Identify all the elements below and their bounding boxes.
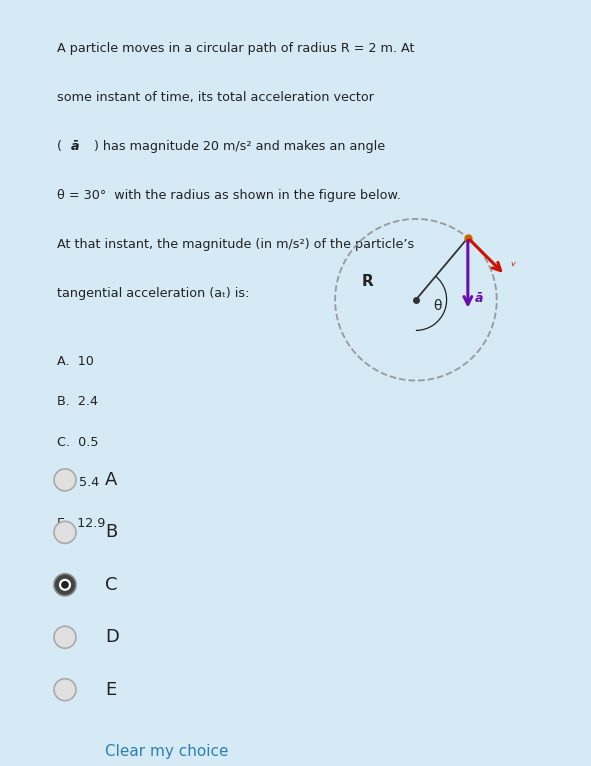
Text: C.  0.5: C. 0.5	[57, 436, 98, 449]
Circle shape	[54, 627, 76, 648]
Text: θ: θ	[434, 300, 442, 313]
Text: C: C	[105, 576, 118, 594]
Text: Clear my choice: Clear my choice	[105, 745, 229, 759]
Text: ᵥ: ᵥ	[511, 257, 516, 270]
Text: tangential acceleration (aₜ) is:: tangential acceleration (aₜ) is:	[57, 286, 249, 300]
Text: B.  2.4: B. 2.4	[57, 395, 98, 408]
Text: ā: ā	[475, 292, 483, 305]
Circle shape	[61, 581, 69, 588]
Circle shape	[54, 574, 76, 596]
Text: D.  5.4: D. 5.4	[57, 476, 99, 489]
Text: B: B	[105, 523, 117, 542]
Circle shape	[54, 469, 76, 491]
Circle shape	[54, 679, 76, 701]
Circle shape	[54, 522, 76, 543]
Text: R: R	[362, 274, 374, 290]
Text: At that instant, the magnitude (in m/s²) of the particle’s: At that instant, the magnitude (in m/s²)…	[57, 237, 414, 250]
Text: (: (	[57, 140, 66, 153]
Text: some instant of time, its total acceleration vector: some instant of time, its total accelera…	[57, 91, 374, 104]
Text: A: A	[105, 471, 118, 489]
Text: D: D	[105, 628, 119, 647]
Text: θ = 30°  with the radius as shown in the figure below.: θ = 30° with the radius as shown in the …	[57, 188, 400, 201]
Circle shape	[59, 579, 71, 591]
Text: ā: ā	[71, 140, 80, 153]
Text: E.  12.9: E. 12.9	[57, 516, 105, 529]
Text: E: E	[105, 681, 116, 699]
Text: ) has magnitude 20 m/s² and makes an angle: ) has magnitude 20 m/s² and makes an ang…	[90, 140, 385, 153]
Text: A particle moves in a circular path of radius R = 2 m. At: A particle moves in a circular path of r…	[57, 42, 414, 55]
Text: A.  10: A. 10	[57, 355, 93, 368]
